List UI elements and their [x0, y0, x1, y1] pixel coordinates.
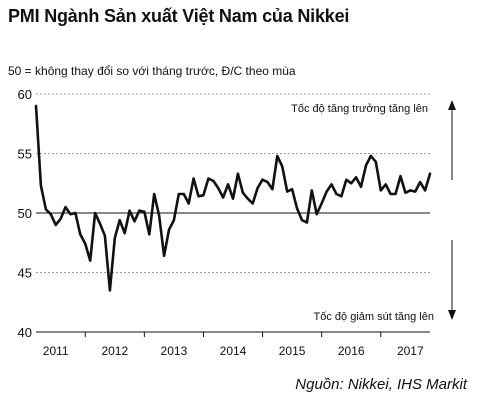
y-tick-label: 50 [18, 206, 32, 221]
x-tick-label: 2015 [279, 344, 306, 358]
x-tick-label: 2012 [101, 344, 128, 358]
y-tick-label: 60 [18, 87, 32, 102]
x-tick-label: 2011 [43, 344, 69, 358]
y-axis: 40 45 50 55 60 [18, 87, 32, 340]
x-axis: 2011 2012 2013 2014 2015 2016 2017 [36, 331, 430, 358]
y-tick-label: 45 [18, 266, 32, 281]
x-tick-label: 2016 [338, 344, 365, 358]
data-series [34, 104, 432, 292]
source-note: Nguồn: Nikkei, IHS Markit [295, 376, 467, 393]
arrow-up-icon [448, 100, 456, 110]
y-tick-label: 55 [18, 147, 32, 162]
arrow-down-icon [448, 310, 456, 320]
annotation-growth-up: Tốc độ tăng trưởng tăng lên [291, 103, 428, 115]
chart-subtitle: 50 = không thay đổi so với tháng trước, … [8, 64, 296, 78]
annotation-decline-up: Tốc độ giảm sút tăng lên [314, 311, 434, 323]
x-tick-label: 2014 [220, 344, 247, 358]
annotations: Tốc độ tăng trưởng tăng lên Tốc độ giảm s… [291, 100, 456, 323]
series-line-0 [34, 104, 432, 292]
x-tick-label: 2017 [397, 344, 424, 358]
x-tick-label: 2013 [161, 344, 188, 358]
y-tick-label: 40 [18, 325, 32, 340]
chart-title: PMI Ngành Sản xuất Việt Nam của Nikkei [8, 6, 350, 26]
